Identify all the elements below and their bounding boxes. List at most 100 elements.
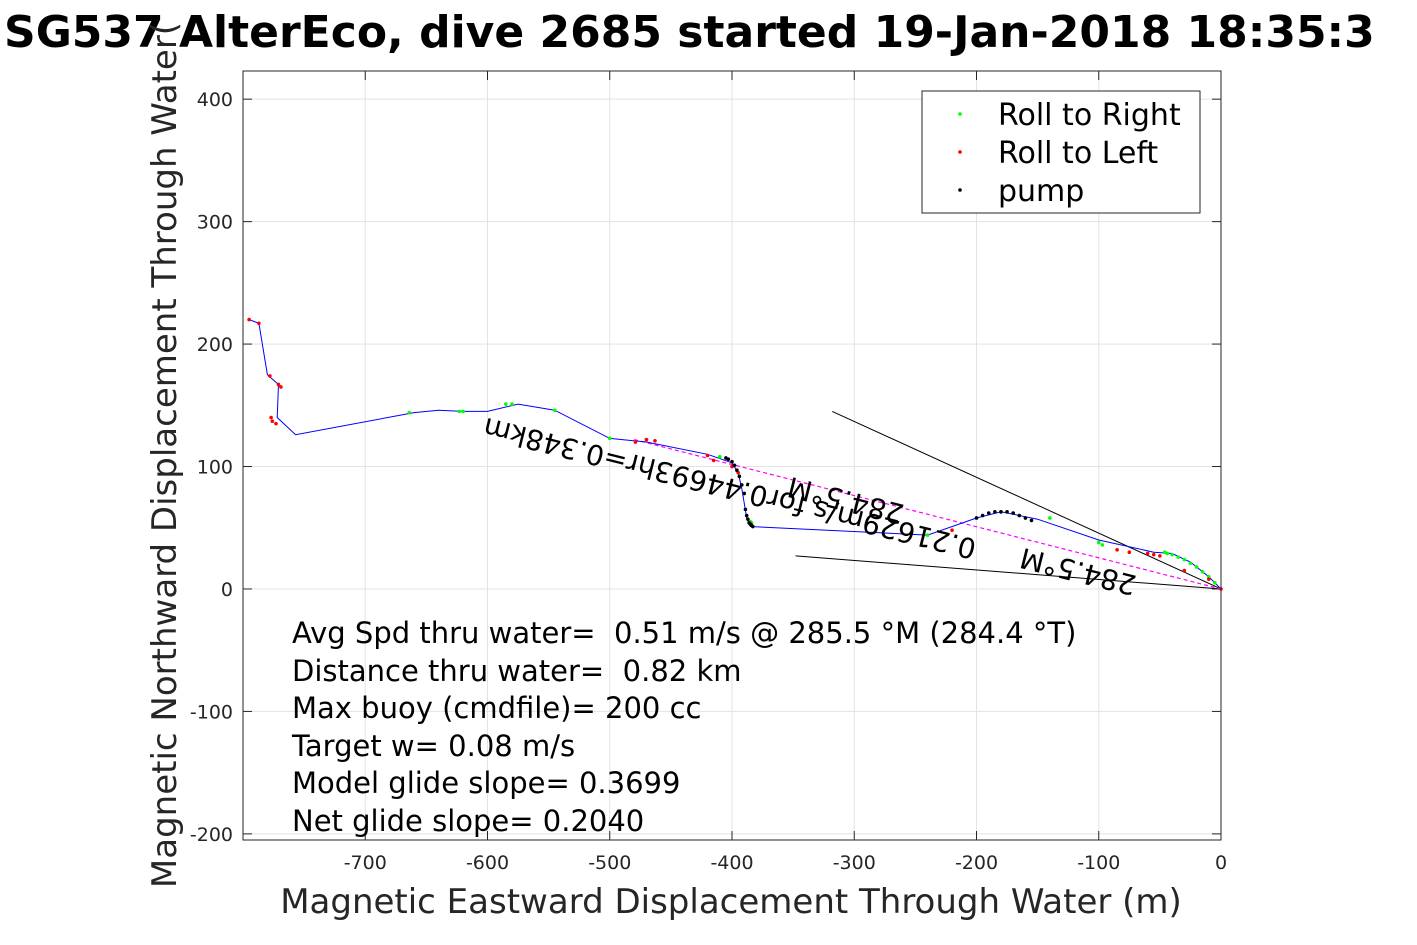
glider-track-line [248, 319, 1222, 590]
x-tick-label: -600 [466, 852, 509, 874]
x-tick-label: -200 [955, 852, 998, 874]
tick-marks [243, 71, 1222, 840]
annotation-target-w: Target w= 0.08 m/s [291, 729, 575, 763]
point-roll-to-right [1200, 570, 1205, 574]
point-pump [1023, 516, 1028, 520]
point-roll-to-right [552, 408, 557, 412]
point-roll-to-right [1188, 561, 1193, 566]
legend-box [921, 90, 1201, 214]
point-roll-to-left [950, 528, 954, 532]
point-roll-to-left [1115, 547, 1119, 552]
point-pump [993, 510, 997, 514]
x-tick-labels: -700 -600 -500 -400 -300 -200 -100 0 [344, 852, 1227, 874]
y-tick-labels: -200 -100 0 100 200 300 400 [190, 89, 233, 846]
point-roll-to-left [269, 415, 273, 420]
point-roll-to-right [457, 409, 462, 414]
annotation-max-buoy: Max buoy (cmdfile)= 200 cc [292, 691, 701, 725]
point-pump [974, 516, 979, 520]
point-pump [1005, 510, 1009, 514]
x-tick-label: -500 [588, 852, 631, 874]
x-tick-label: -100 [1077, 852, 1120, 874]
point-roll-to-right [717, 454, 722, 459]
point-roll-to-right [1176, 555, 1181, 559]
point-roll-to-left [653, 439, 657, 443]
legend-label-pump: pump [998, 174, 1084, 209]
legend-label-roll-left: Roll to Left [998, 136, 1158, 171]
points-layer [247, 317, 1223, 591]
point-roll-to-right [925, 533, 930, 537]
point-pump [732, 463, 737, 468]
x-tick-label: -400 [710, 852, 753, 874]
point-pump [726, 457, 731, 461]
point-roll-to-left [270, 419, 275, 424]
point-pump [746, 517, 750, 521]
point-roll-to-right [1194, 565, 1199, 569]
point-roll-to-left [711, 458, 716, 463]
point-pump [730, 459, 734, 464]
x-tick-label: 0 [1215, 852, 1227, 874]
annotation-model-glide-slope: Model glide slope= 0.3699 [292, 766, 680, 800]
point-roll-to-left [268, 374, 272, 378]
legend-marker-roll-left [958, 150, 962, 154]
upper-bound-line [832, 410, 1222, 590]
point-roll-to-right [1096, 540, 1101, 545]
point-roll-to-left [1127, 550, 1132, 555]
y-tick-label: 100 [197, 457, 233, 479]
point-pump [739, 483, 744, 487]
point-roll-to-left [279, 385, 283, 389]
point-pump [1029, 518, 1034, 523]
track-layer [248, 319, 1222, 590]
point-pump [999, 510, 1003, 514]
chart-title: SG537 AlterEco, dive 2685 started 19-Jan… [4, 7, 1375, 58]
point-roll-to-left [1158, 554, 1162, 558]
point-roll-to-left [644, 437, 649, 442]
point-pump [743, 507, 748, 512]
legend-marker-roll-right [958, 112, 962, 116]
point-pump [742, 491, 747, 496]
point-roll-to-right [607, 436, 612, 441]
point-roll-to-left [257, 321, 261, 326]
plot-frame [242, 70, 1222, 841]
y-axis-label: Magnetic Northward Displacement Through … [145, 22, 185, 888]
point-roll-to-left [1151, 552, 1156, 557]
point-roll-to-right [1182, 557, 1187, 562]
y-tick-label: 300 [197, 212, 233, 234]
annotation-net-glide-slope: Net glide slope= 0.2040 [292, 804, 644, 838]
x-tick-label: -700 [344, 852, 387, 874]
point-roll-to-right [1165, 551, 1170, 556]
point-roll-to-left [633, 440, 638, 444]
current-line [634, 438, 1222, 590]
point-roll-to-left [1182, 568, 1187, 573]
x-axis-label: Magnetic Eastward Displacement Through W… [280, 882, 1182, 922]
stats-annotations: Avg Spd thru water= 0.51 m/s @ 285.5 °M … [291, 616, 1076, 838]
point-roll-to-right [1170, 552, 1174, 557]
legend-marker-pump [958, 188, 962, 192]
point-pump [980, 513, 985, 518]
point-roll-to-right [510, 402, 514, 406]
point-roll-to-right [1100, 543, 1105, 547]
y-tick-label: -200 [190, 824, 233, 846]
y-tick-label: 200 [197, 334, 233, 356]
point-roll-to-right [1048, 516, 1052, 520]
point-pump [735, 468, 739, 472]
point-roll-to-left [276, 382, 281, 387]
reference-lines [634, 410, 1222, 590]
legend-label-roll-right: Roll to Right [998, 98, 1181, 133]
x-tick-label: -300 [833, 852, 876, 874]
y-tick-label: 0 [221, 579, 233, 601]
point-pump [986, 511, 991, 515]
point-roll-to-left [274, 421, 278, 426]
point-roll-to-left [247, 317, 251, 322]
point-pump [750, 524, 755, 529]
point-roll-to-left [705, 453, 710, 458]
legend: Roll to Right Roll to Left pump [921, 90, 1201, 214]
point-roll-to-right [504, 402, 508, 406]
point-roll-to-right [1213, 581, 1217, 585]
point-roll-to-right [461, 409, 465, 414]
y-tick-label: 400 [197, 89, 233, 111]
y-tick-label: -100 [190, 701, 233, 723]
point-pump [744, 513, 749, 518]
annotation-avg-speed: Avg Spd thru water= 0.51 m/s @ 285.5 °M … [292, 616, 1076, 650]
point-pump [1011, 511, 1015, 515]
